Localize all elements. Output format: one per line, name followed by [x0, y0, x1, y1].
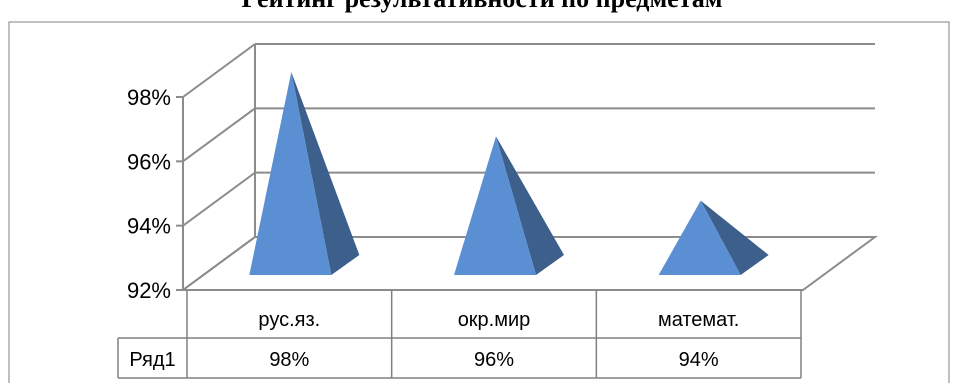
- data-label: 94%: [679, 349, 719, 371]
- chart-frame: [8, 21, 950, 383]
- pyramid-bar: [454, 136, 536, 275]
- category-label: окр.мир: [458, 309, 531, 331]
- data-table: рус.яз. окр.мир математ. Ряд1 98% 96% 94%: [117, 290, 802, 379]
- y-axis: 92% 94% 96% 98%: [127, 85, 184, 303]
- pyramid-side: [291, 72, 360, 275]
- data-label: 96%: [474, 349, 514, 371]
- gridline-side: [182, 171, 256, 227]
- pyramid-side: [496, 136, 564, 275]
- gridline-side: [182, 43, 256, 98]
- pyramid-bar: [249, 72, 332, 275]
- chart-title: Рейтинг результативности по предметам: [242, 0, 723, 13]
- data-label: 98%: [269, 349, 309, 371]
- y-tick-label: 98%: [127, 85, 171, 110]
- pyramid-bar: [658, 200, 741, 275]
- y-tick-label: 94%: [127, 214, 171, 239]
- pyramid-side: [700, 200, 769, 275]
- gridline-side: [182, 107, 256, 163]
- category-label: математ.: [658, 309, 739, 331]
- y-tick-label: 96%: [127, 149, 171, 174]
- plot-area: [249, 72, 769, 275]
- category-label: рус.яз.: [258, 309, 320, 331]
- y-tick-label: 92%: [127, 278, 171, 303]
- series-name: Ряд1: [129, 349, 175, 371]
